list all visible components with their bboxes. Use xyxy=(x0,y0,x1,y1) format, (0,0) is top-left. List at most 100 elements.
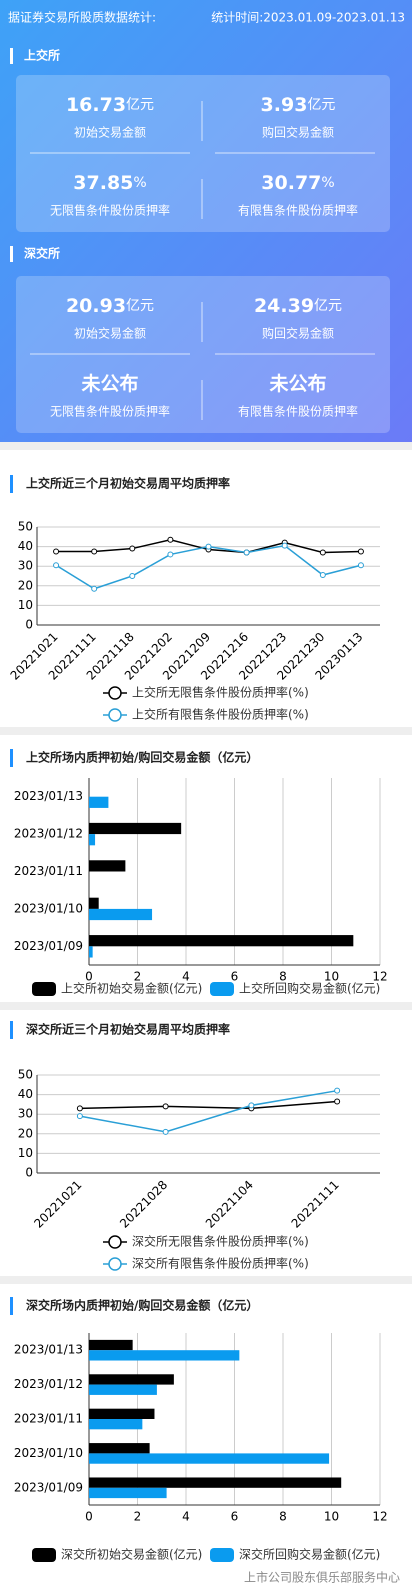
bar xyxy=(89,946,93,958)
chart-title: 上交所近三个月初始交易周平均质押率 xyxy=(26,476,230,491)
value: 未公布 xyxy=(268,372,326,395)
bar xyxy=(89,1339,133,1351)
point xyxy=(129,545,136,552)
point xyxy=(281,542,288,549)
y-tick-label: 2023/01/13 xyxy=(14,1343,83,1357)
header-left: 据证券交易所股质数据统计: xyxy=(8,10,156,25)
point xyxy=(53,562,60,569)
bar xyxy=(89,1419,143,1430)
stat-value: 20.93亿元 xyxy=(66,295,154,317)
point xyxy=(334,1087,341,1094)
x-tick-label: 12 xyxy=(372,970,387,984)
unit: % xyxy=(321,175,334,191)
bar xyxy=(89,897,99,909)
y-tick-label: 30 xyxy=(18,1107,33,1121)
label-bar xyxy=(10,48,13,64)
legend-label: 深交所初始交易金额(亿元) xyxy=(61,1547,202,1562)
value: 30.77 xyxy=(261,172,321,194)
point xyxy=(357,548,364,555)
point xyxy=(162,1128,169,1135)
y-tick-label: 20 xyxy=(18,578,33,592)
chart-title: 深交所近三个月初始交易周平均质押率 xyxy=(26,1022,230,1037)
x-tick-label: 0 xyxy=(85,1510,93,1524)
chart-title: 深交所场内质押初始/购回交易金额（亿元） xyxy=(26,1298,258,1313)
footer: 上市公司股东俱乐部服务中心 xyxy=(244,1570,400,1585)
legend-swatch xyxy=(32,982,56,996)
title-bar xyxy=(10,1021,13,1039)
value: 未公布 xyxy=(80,372,138,395)
point xyxy=(357,562,364,569)
x-tick-label: 10 xyxy=(324,970,339,984)
bar xyxy=(89,822,182,835)
bar xyxy=(89,935,354,947)
bar xyxy=(89,1453,330,1464)
separator xyxy=(0,442,412,450)
y-tick-label: 50 xyxy=(18,520,33,534)
x-tick-label: 0 xyxy=(85,970,93,984)
stat-label: 购回交易金额 xyxy=(262,326,334,341)
stat-panel xyxy=(16,276,390,433)
unit: 亿元 xyxy=(314,298,342,314)
y-tick-label: 2023/01/10 xyxy=(14,1446,83,1460)
legend-swatch xyxy=(210,1548,234,1562)
point xyxy=(167,551,174,558)
point xyxy=(162,1103,169,1110)
y-tick-label: 2023/01/12 xyxy=(14,827,83,841)
x-tick-label: 4 xyxy=(182,1510,190,1524)
x-tick-label: 6 xyxy=(231,970,239,984)
legend-label: 上交所有限售条件股份质押率(%) xyxy=(132,707,309,722)
point xyxy=(129,573,136,579)
y-tick-label: 0 xyxy=(25,1166,33,1180)
x-tick-label: 20221021 xyxy=(31,1178,84,1231)
y-tick-label: 50 xyxy=(18,1068,33,1082)
title-bar xyxy=(10,475,13,493)
y-tick-label: 30 xyxy=(18,559,33,573)
legend-marker xyxy=(108,1235,122,1249)
point xyxy=(91,585,98,592)
x-tick-label: 2 xyxy=(134,970,142,984)
bar xyxy=(89,1443,150,1454)
stat-value: 30.77% xyxy=(261,172,334,194)
bar xyxy=(89,1384,157,1395)
stat-value: 未公布 xyxy=(80,372,138,395)
x-tick-label: 4 xyxy=(182,970,190,984)
y-tick-label: 0 xyxy=(25,618,33,632)
stat-label: 有限售条件股份质押率 xyxy=(238,203,358,218)
point xyxy=(248,1102,255,1109)
bar xyxy=(89,796,109,808)
title-bar xyxy=(10,749,13,767)
legend-label: 上交所无限售条件股份质押率(%) xyxy=(132,685,309,700)
bar xyxy=(89,834,96,846)
bar xyxy=(89,1477,342,1488)
value: 24.39 xyxy=(254,295,314,317)
x-tick-label: 20221104 xyxy=(203,1178,256,1231)
y-tick-label: 10 xyxy=(18,1146,33,1160)
stat-label: 购回交易金额 xyxy=(262,125,334,140)
x-tick-label: 6 xyxy=(231,1510,239,1524)
series-line xyxy=(79,1100,338,1110)
stat-panel xyxy=(16,75,390,232)
separator xyxy=(0,727,412,735)
y-tick-label: 2023/01/13 xyxy=(14,789,83,803)
y-tick-label: 40 xyxy=(18,539,33,553)
bar xyxy=(89,908,153,921)
x-tick-label: 8 xyxy=(279,1510,287,1524)
chart-title: 上交所场内质押初始/购回交易金额（亿元） xyxy=(26,750,258,765)
stat-value: 16.73亿元 xyxy=(66,94,154,116)
exchange-name: 上交所 xyxy=(24,48,60,63)
stat-label: 初始交易金额 xyxy=(74,125,146,140)
stat-label: 有限售条件股份质押率 xyxy=(238,404,358,419)
bar xyxy=(89,1350,240,1361)
point xyxy=(76,1105,83,1112)
y-tick-label: 10 xyxy=(18,598,33,612)
stat-value: 24.39亿元 xyxy=(254,295,342,317)
series-line xyxy=(79,1089,338,1133)
stat-value: 37.85% xyxy=(73,172,146,194)
point xyxy=(167,536,174,543)
point xyxy=(53,548,60,555)
value: 37.85 xyxy=(73,172,133,194)
legend-swatch xyxy=(32,1548,56,1562)
unit: 亿元 xyxy=(126,298,154,314)
x-tick-label: 2 xyxy=(134,1510,142,1524)
